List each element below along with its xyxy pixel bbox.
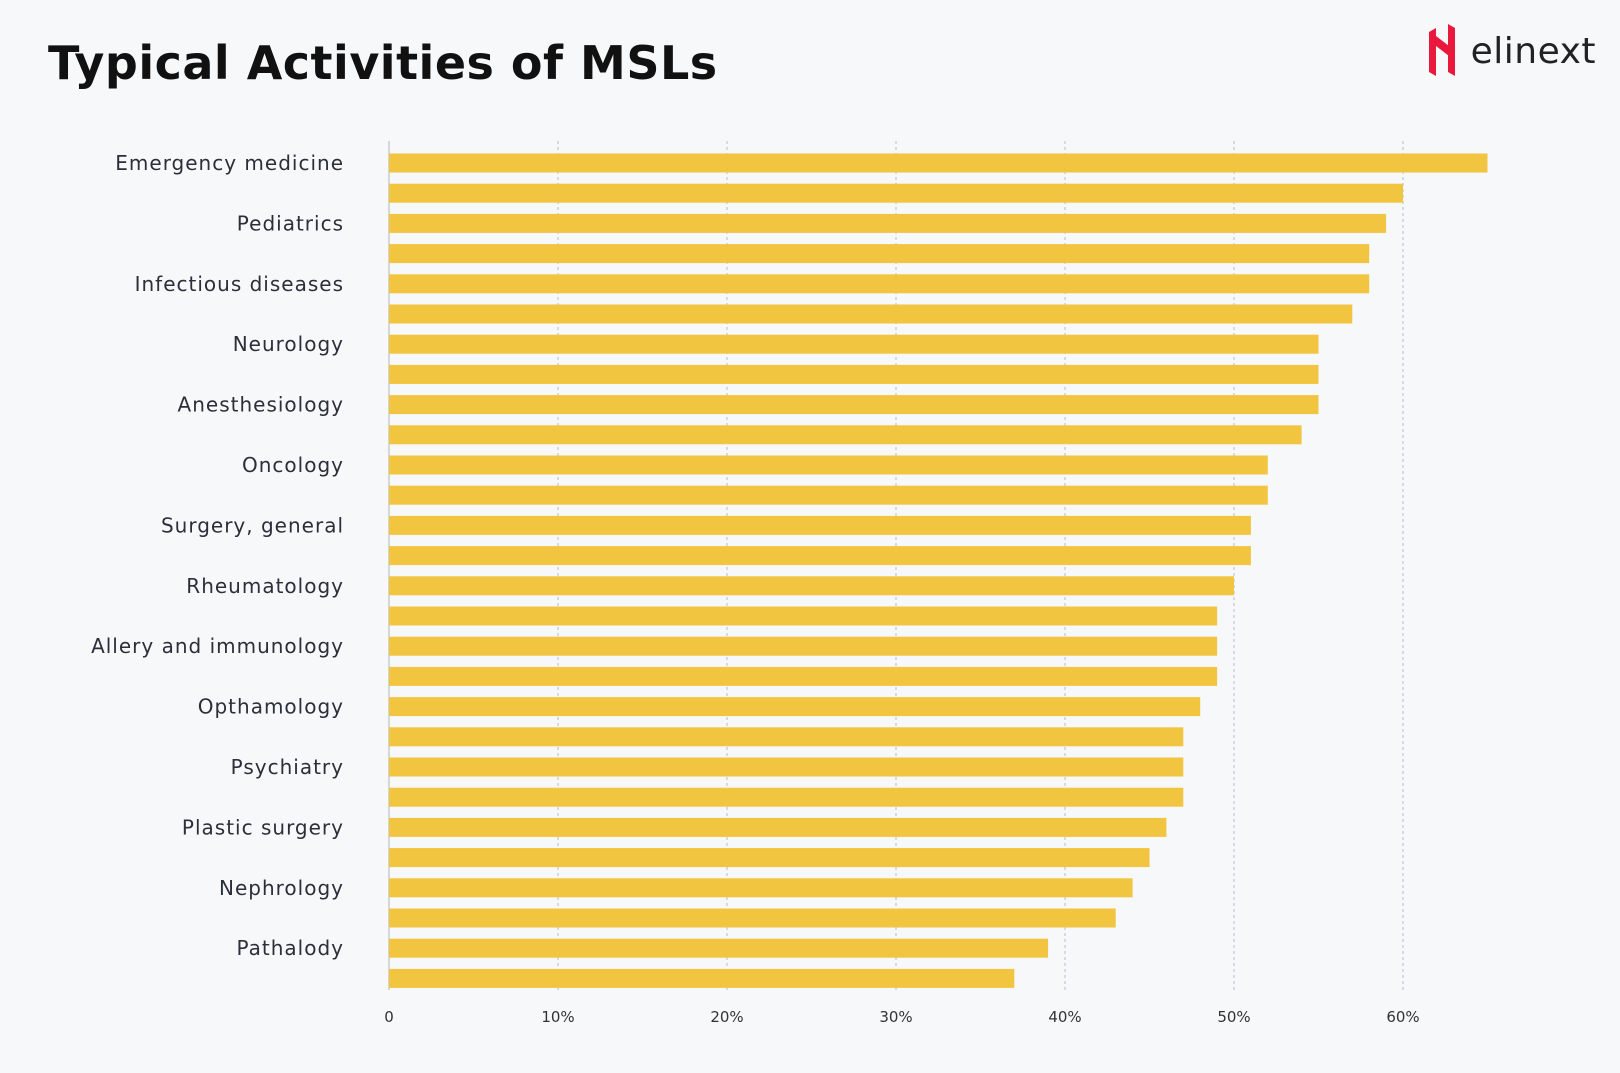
bar bbox=[389, 878, 1133, 898]
elinext-logo-icon bbox=[1428, 24, 1455, 76]
category-label: Nephrology bbox=[219, 876, 344, 900]
category-label: Allery and immunology bbox=[91, 634, 344, 658]
bar bbox=[389, 213, 1387, 233]
bar bbox=[389, 787, 1184, 807]
bar bbox=[389, 334, 1319, 354]
category-label: Surgery, general bbox=[161, 513, 344, 537]
x-tick-label: 40% bbox=[1048, 1008, 1081, 1026]
bar bbox=[389, 606, 1218, 626]
bar bbox=[389, 817, 1167, 837]
bar bbox=[389, 546, 1251, 566]
brand-wordmark: elinext bbox=[1470, 30, 1596, 72]
bar bbox=[389, 697, 1201, 717]
bar bbox=[389, 757, 1184, 777]
category-label: Anesthesiology bbox=[178, 393, 344, 417]
category-label: Neurology bbox=[233, 332, 344, 356]
bar bbox=[389, 153, 1488, 173]
x-tick-label: 20% bbox=[710, 1008, 743, 1026]
bar bbox=[389, 636, 1218, 656]
x-tick-label: 60% bbox=[1386, 1008, 1419, 1026]
bar bbox=[389, 938, 1049, 958]
bar bbox=[389, 727, 1184, 747]
bar bbox=[389, 576, 1234, 596]
bar bbox=[389, 848, 1150, 868]
bar bbox=[389, 244, 1370, 264]
bar bbox=[389, 968, 1015, 988]
bar bbox=[389, 183, 1403, 203]
chart-title: Typical Activities of MSLs bbox=[48, 36, 718, 90]
category-label: Infectious diseases bbox=[135, 272, 344, 296]
bar bbox=[389, 425, 1302, 445]
bar bbox=[389, 304, 1353, 324]
category-label: Plastic surgery bbox=[182, 815, 344, 839]
bar bbox=[389, 395, 1319, 415]
x-tick-label: 10% bbox=[541, 1008, 574, 1026]
bar bbox=[389, 274, 1370, 294]
category-label: Pediatrics bbox=[237, 211, 344, 235]
bar bbox=[389, 485, 1268, 505]
x-tick-label: 30% bbox=[879, 1008, 912, 1026]
category-label: Pathalody bbox=[236, 936, 344, 960]
category-label: Rheumatology bbox=[186, 574, 344, 598]
x-tick-label: 0 bbox=[384, 1008, 394, 1026]
bar bbox=[389, 455, 1268, 475]
category-label: Opthamology bbox=[198, 695, 344, 719]
bar bbox=[389, 515, 1251, 535]
category-label: Emergency medicine bbox=[115, 151, 344, 175]
bar bbox=[389, 908, 1116, 928]
bar bbox=[389, 364, 1319, 384]
brand-logo: elinext bbox=[1427, 22, 1596, 80]
x-tick-label: 50% bbox=[1217, 1008, 1250, 1026]
category-label: Psychiatry bbox=[231, 755, 344, 779]
bar bbox=[389, 666, 1218, 686]
category-label: Oncology bbox=[242, 453, 344, 477]
